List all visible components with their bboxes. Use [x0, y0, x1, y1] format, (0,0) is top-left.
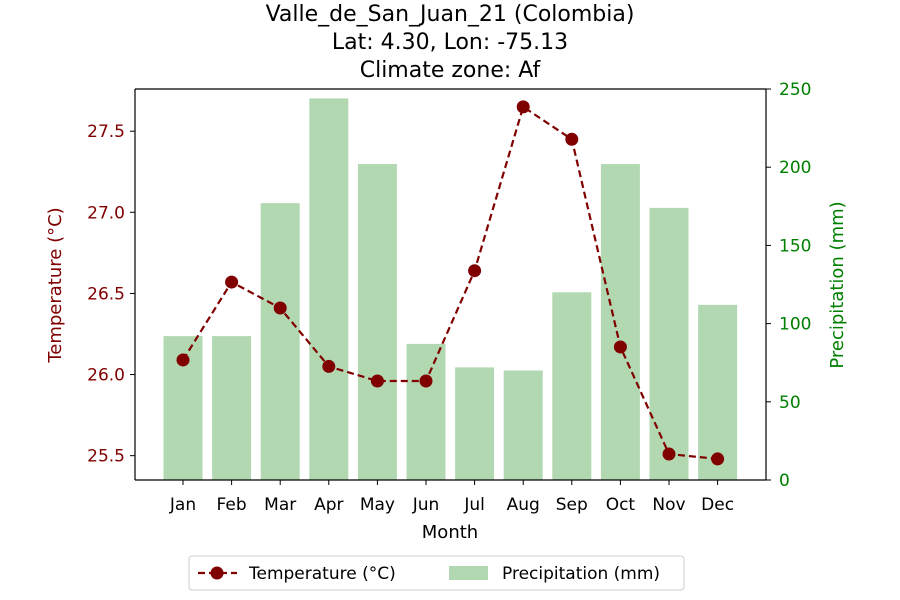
x-tick-label-sep: Sep	[556, 495, 588, 515]
legend-temperature-label: Temperature (°C)	[248, 564, 396, 584]
precipitation-bar-sep	[552, 292, 592, 480]
precipitation-bar-dec	[698, 304, 738, 480]
right-axis-ticks: 0 50 100 150 200 250	[766, 80, 811, 491]
x-tick-label-aug: Aug	[507, 495, 540, 515]
x-axis-ticks: Jan Feb Mar Apr May Jun Jul Aug Sep Oct Nov Dec	[169, 480, 734, 515]
right-tick-label: 100	[779, 315, 811, 335]
legend: Temperature (°C) Precipitation (mm)	[188, 555, 685, 591]
left-tick-label: 26.5	[87, 284, 125, 304]
x-tick-label-jul: Jul	[463, 495, 485, 515]
right-tick-label: 0	[779, 471, 790, 491]
precipitation-bars	[163, 98, 738, 480]
precipitation-bar-oct	[600, 164, 640, 480]
left-tick-label: 27.5	[87, 122, 125, 142]
left-tick-label: 26.0	[87, 366, 125, 386]
temperature-point-nov	[662, 447, 676, 461]
precipitation-bar-apr	[309, 98, 349, 480]
left-tick-label: 25.5	[87, 447, 125, 467]
x-tick-label-mar: Mar	[264, 495, 296, 515]
left-axis-label: Temperature (°C)	[45, 207, 66, 363]
temperature-point-aug	[516, 100, 530, 114]
legend-box	[188, 555, 685, 591]
precipitation-bar-feb	[212, 336, 252, 480]
right-tick-label: 200	[779, 158, 811, 178]
x-tick-label-feb: Feb	[217, 495, 247, 515]
temperature-point-mar	[273, 301, 287, 315]
x-tick-label-oct: Oct	[606, 495, 636, 515]
temperature-point-may	[370, 374, 384, 388]
precipitation-bar-jul	[455, 367, 495, 480]
x-tick-label-jun: Jun	[412, 495, 440, 515]
precipitation-bar-nov	[649, 207, 689, 480]
temperature-series-line	[182, 105, 718, 461]
temperature-point-sep	[565, 132, 579, 146]
precipitation-bar-may	[357, 164, 397, 480]
x-tick-label-may: May	[360, 495, 395, 515]
temperature-point-jun	[419, 374, 433, 388]
x-tick-label-jan: Jan	[169, 495, 196, 515]
temperature-point-oct	[613, 340, 627, 354]
right-tick-label: 150	[779, 236, 811, 256]
precipitation-bar-jun	[406, 343, 446, 480]
temperature-line	[176, 100, 725, 466]
x-tick-label-apr: Apr	[314, 495, 343, 515]
temperature-point-feb	[225, 275, 239, 289]
legend-precipitation-label: Precipitation (mm)	[502, 564, 660, 584]
chart-title-line-2: Lat: 4.30, Lon: -75.13	[332, 30, 568, 55]
right-tick-label: 250	[779, 80, 811, 100]
left-axis-ticks: 25.5 26.0 26.5 27.0 27.5	[87, 122, 135, 467]
x-tick-label-nov: Nov	[652, 495, 685, 515]
x-tick-label-dec: Dec	[701, 495, 734, 515]
left-tick-label: 27.0	[87, 203, 125, 223]
legend-temperature-marker	[210, 566, 224, 580]
right-axis-label: Precipitation (mm)	[827, 201, 848, 368]
chart-title-line-1: Valle_de_San_Juan_21 (Colombia)	[266, 2, 635, 27]
temperature-point-dec	[711, 452, 725, 466]
temperature-point-jul	[468, 264, 482, 278]
axes-frame	[134, 88, 767, 481]
x-axis-label: Month	[422, 522, 478, 543]
temperature-point-jan	[176, 353, 190, 367]
precipitation-bar-mar	[260, 203, 300, 480]
legend-precipitation-swatch	[449, 566, 488, 580]
chart-title-line-3: Climate zone: Af	[360, 58, 542, 83]
temperature-point-apr	[322, 359, 336, 373]
precipitation-bar-aug	[503, 370, 543, 480]
right-tick-label: 50	[779, 393, 801, 413]
